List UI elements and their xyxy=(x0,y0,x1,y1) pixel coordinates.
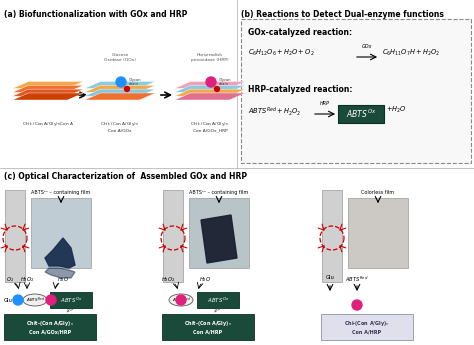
Circle shape xyxy=(116,77,126,87)
Circle shape xyxy=(352,300,362,310)
Text: $C_6H_{11}O_7H + H_2O_2$: $C_6H_{11}O_7H + H_2O_2$ xyxy=(382,48,440,58)
FancyBboxPatch shape xyxy=(4,314,96,340)
FancyBboxPatch shape xyxy=(197,292,239,308)
Text: Chit-(Con A/Gly)$_n$
Con A/GOx: Chit-(Con A/Gly)$_n$ Con A/GOx xyxy=(100,120,139,132)
FancyBboxPatch shape xyxy=(162,314,254,340)
Bar xyxy=(189,198,249,268)
Circle shape xyxy=(215,87,219,91)
Text: $H_2O_2$: $H_2O_2$ xyxy=(161,275,175,284)
Text: (a) Biofunctionalization with GOx and HRP: (a) Biofunctionalization with GOx and HR… xyxy=(4,10,187,19)
FancyBboxPatch shape xyxy=(321,314,413,340)
Text: Chi-(Con A/Gly)$_n$: Chi-(Con A/Gly)$_n$ xyxy=(344,318,390,327)
Text: Glucose
Oxidase (GOx): Glucose Oxidase (GOx) xyxy=(104,53,136,62)
Polygon shape xyxy=(174,93,246,100)
Text: ABTSᵒˣ – containing film: ABTSᵒˣ – containing film xyxy=(190,190,249,195)
Polygon shape xyxy=(174,81,246,88)
Circle shape xyxy=(125,87,129,91)
Text: $ABTS^{Red}$: $ABTS^{Red}$ xyxy=(345,275,369,284)
Polygon shape xyxy=(12,89,83,96)
Text: GOx-catalyzed reaction:: GOx-catalyzed reaction: xyxy=(248,28,352,37)
Bar xyxy=(31,198,91,268)
Polygon shape xyxy=(12,93,83,100)
Text: (c) Optical Characterization of  Assembled GOx and HRP: (c) Optical Characterization of Assemble… xyxy=(4,172,247,181)
Polygon shape xyxy=(12,81,83,88)
Bar xyxy=(322,190,342,282)
Text: HRP: HRP xyxy=(320,101,330,106)
Circle shape xyxy=(206,77,216,87)
Text: Glycan
chain: Glycan chain xyxy=(219,78,231,86)
Bar xyxy=(163,190,183,282)
Text: Glu: Glu xyxy=(326,275,335,280)
Text: $ABTS^{Red}$: $ABTS^{Red}$ xyxy=(26,295,45,305)
Ellipse shape xyxy=(23,294,47,306)
Ellipse shape xyxy=(169,294,193,306)
Text: $ABTS^{Red}$: $ABTS^{Red}$ xyxy=(172,295,191,305)
Text: GOx: GOx xyxy=(362,44,372,49)
Polygon shape xyxy=(84,85,155,92)
Text: Con A/HRP: Con A/HRP xyxy=(353,329,382,335)
Text: $H_2O$: $H_2O$ xyxy=(57,275,69,284)
Polygon shape xyxy=(84,81,155,88)
Text: HRP-catalyzed reaction:: HRP-catalyzed reaction: xyxy=(248,85,353,94)
Text: Con A/GOx/HRP: Con A/GOx/HRP xyxy=(29,329,71,335)
Polygon shape xyxy=(174,85,246,92)
Text: Con A/HRP: Con A/HRP xyxy=(193,329,223,335)
FancyBboxPatch shape xyxy=(50,292,92,308)
Text: Glu: Glu xyxy=(4,297,12,303)
Text: Glycan
chain: Glycan chain xyxy=(129,78,142,86)
FancyBboxPatch shape xyxy=(241,19,471,163)
Text: $O_2$: $O_2$ xyxy=(6,275,14,284)
Text: $ABTS^{Ox}$: $ABTS^{Ox}$ xyxy=(60,295,82,305)
Text: $H_2O_2$: $H_2O_2$ xyxy=(20,275,34,284)
Text: $H_2O$: $H_2O$ xyxy=(199,275,211,284)
Polygon shape xyxy=(45,268,75,278)
Text: (b) Reactions to Detect Dual-enzyme functions: (b) Reactions to Detect Dual-enzyme func… xyxy=(241,10,444,19)
Circle shape xyxy=(176,295,186,305)
Polygon shape xyxy=(45,238,75,268)
Bar xyxy=(5,190,25,282)
Text: Chit-(Con A/Gly)$_n$Con A: Chit-(Con A/Gly)$_n$Con A xyxy=(22,120,74,128)
Polygon shape xyxy=(174,89,246,96)
Polygon shape xyxy=(84,89,155,96)
Text: ABTSᵒˣ – containing film: ABTSᵒˣ – containing film xyxy=(31,190,91,195)
Text: Chit-(Con A/Gly)$_n$
Con A/GOx_HRP: Chit-(Con A/Gly)$_n$ Con A/GOx_HRP xyxy=(191,120,229,132)
Text: $C_6H_{12}O_6 + H_2O + O_2$: $C_6H_{12}O_6 + H_2O + O_2$ xyxy=(248,48,315,58)
Text: Colorless film: Colorless film xyxy=(362,190,394,195)
Text: Horseradish
peroxidase (HRP): Horseradish peroxidase (HRP) xyxy=(191,53,229,62)
Text: Chit-(Con A/Gly)$_n$: Chit-(Con A/Gly)$_n$ xyxy=(184,318,232,327)
FancyBboxPatch shape xyxy=(338,105,384,123)
Circle shape xyxy=(46,295,56,305)
Bar xyxy=(348,198,408,268)
Text: $+ H_2O$: $+ H_2O$ xyxy=(386,105,407,115)
Polygon shape xyxy=(201,215,237,263)
Polygon shape xyxy=(84,93,155,100)
Text: $ABTS^{Red} + H_2O_2$: $ABTS^{Red} + H_2O_2$ xyxy=(248,105,301,118)
Polygon shape xyxy=(12,85,83,92)
Text: $ABTS^{Ox}$: $ABTS^{Ox}$ xyxy=(346,108,376,120)
Text: $ABTS^{Ox}$: $ABTS^{Ox}$ xyxy=(207,295,229,305)
Text: Chit-(Con A/Gly)$_n$: Chit-(Con A/Gly)$_n$ xyxy=(26,318,74,327)
Circle shape xyxy=(13,295,23,305)
